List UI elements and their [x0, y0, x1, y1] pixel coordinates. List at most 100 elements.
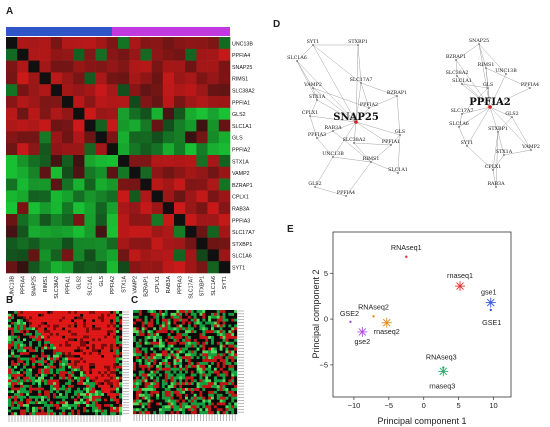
matrix-cell	[199, 324, 203, 328]
matrix-cell	[113, 343, 117, 347]
matrix-cell	[135, 405, 139, 409]
matrix-cell	[161, 344, 165, 348]
network-node-label: SLC1A6	[449, 121, 469, 127]
matrix-cell	[216, 356, 220, 360]
heatmap-col-label: GLS2	[76, 276, 82, 290]
matrix-cell	[161, 356, 165, 360]
matrix-cell	[185, 324, 189, 328]
pca-point-label: GSE1	[482, 318, 501, 327]
heatmap-cell	[84, 143, 96, 156]
matrix-cell	[187, 350, 191, 354]
network-edge	[355, 121, 392, 146]
matrix-cell	[153, 402, 157, 406]
matrix-cell	[80, 324, 84, 328]
matrix-cell	[41, 379, 45, 383]
matrix-cell	[83, 393, 87, 397]
matrix-cell	[68, 393, 72, 397]
heatmap-cell	[84, 178, 96, 191]
matrix-cell	[107, 360, 111, 364]
matrix-cell	[86, 382, 90, 386]
matrix-cell	[110, 327, 114, 331]
matrix-cell	[29, 384, 33, 388]
x-tick-label: 5	[457, 401, 461, 410]
matrix-cell	[56, 376, 60, 380]
matrix-cell	[26, 401, 30, 405]
matrix-cell	[41, 319, 45, 323]
matrix-cell	[77, 311, 81, 314]
matrix-cell	[159, 347, 163, 351]
heatmap-cell	[196, 131, 208, 144]
heatmap-cell	[140, 261, 152, 274]
matrix-cell	[205, 324, 209, 328]
x-tick-label: 0	[422, 401, 426, 410]
matrix-cell	[110, 321, 114, 325]
heatmap-cell	[129, 143, 141, 156]
matrix-cell	[29, 338, 33, 342]
heatmap-cell	[140, 178, 152, 191]
matrix-cell	[167, 388, 171, 392]
matrix-cell	[56, 330, 60, 334]
matrix-cell	[199, 333, 203, 337]
matrix-cell	[59, 352, 63, 355]
matrix-cell	[68, 401, 72, 405]
matrix-cell	[193, 385, 197, 389]
heatmap-cell	[140, 225, 152, 238]
matrix-cell	[219, 353, 223, 357]
matrix-cell	[187, 364, 191, 368]
matrix-cell	[202, 385, 206, 389]
heatmap-cell	[84, 202, 96, 215]
matrix-cell	[17, 316, 21, 320]
matrix-cell	[225, 402, 229, 406]
heatmap-cell	[118, 214, 130, 227]
heatmap-cell	[50, 214, 63, 227]
matrix-cell	[156, 370, 160, 374]
heatmap-cell	[207, 37, 220, 50]
matrix-cell	[138, 376, 142, 380]
matrix-cell	[150, 321, 154, 325]
matrix-cell	[104, 404, 108, 407]
matrix-cell	[23, 371, 27, 375]
matrix-cell	[167, 338, 171, 342]
matrix-cell	[216, 327, 220, 331]
matrix-cell	[205, 338, 209, 342]
matrix-cell	[77, 319, 81, 323]
matrix-cell	[98, 368, 102, 372]
matrix-cell	[47, 376, 51, 380]
matrix-cell	[14, 373, 18, 377]
matrix-cell	[104, 352, 108, 355]
matrix-cell	[47, 313, 51, 317]
matrix-cell	[56, 319, 60, 323]
matrix-cell	[225, 379, 229, 383]
matrix-cell	[144, 373, 148, 377]
matrix-cell	[47, 390, 51, 394]
matrix-cell	[77, 327, 81, 331]
matrix-cell	[20, 406, 24, 410]
matrix-cell	[119, 330, 123, 334]
matrix-cell	[8, 393, 12, 397]
matrix-cell	[182, 364, 186, 368]
matrix-cell	[8, 390, 12, 394]
matrix-cell	[182, 330, 186, 334]
heatmap-row-label: PPFIA4	[232, 53, 250, 59]
matrix-cell	[228, 370, 232, 374]
matrix-cell	[11, 335, 15, 339]
matrix-cell	[71, 379, 75, 383]
matrix-cell	[17, 330, 21, 334]
matrix-cell	[153, 373, 157, 377]
matrix-cell	[56, 335, 60, 339]
matrix-cell	[182, 393, 186, 397]
heatmap-cell	[207, 237, 220, 250]
matrix-cell	[216, 364, 220, 368]
heatmap-cell	[28, 190, 40, 203]
matrix-cell	[32, 327, 36, 331]
matrix-cell	[11, 393, 15, 397]
matrix-cell	[32, 379, 36, 383]
matrix-cell	[213, 379, 217, 383]
matrix-cell	[133, 327, 137, 331]
network-edge	[489, 106, 499, 133]
matrix-cell	[47, 357, 51, 361]
matrix-cell	[176, 318, 180, 322]
matrix-cell	[231, 411, 235, 415]
matrix-cell	[144, 310, 148, 314]
